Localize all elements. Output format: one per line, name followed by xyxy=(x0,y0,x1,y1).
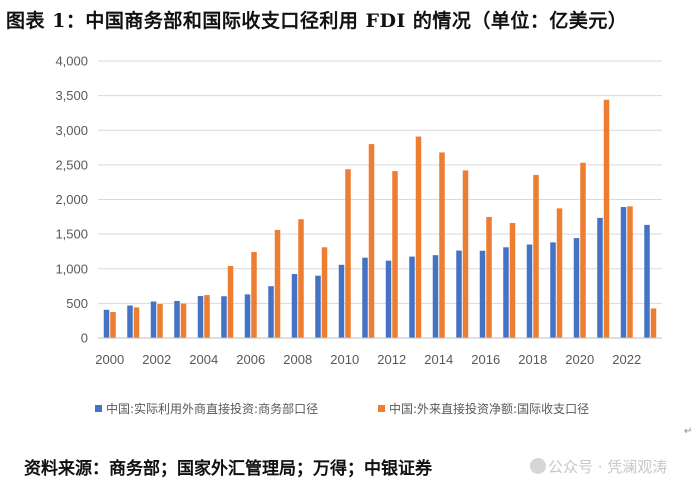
bar-series-2-2012 xyxy=(392,171,398,338)
x-axis-ticks: 2000 2002 2004 2006 2008 2010 2012 2014 2016 2018… xyxy=(95,352,641,367)
bar-series-1-2017 xyxy=(503,247,509,338)
x-tick-label: 2020 xyxy=(565,352,594,367)
bar-series-1-2016 xyxy=(479,250,486,338)
bar-series-2-2006 xyxy=(251,252,257,338)
bar-series-2-2017 xyxy=(509,222,516,338)
bar-series-2-2022 xyxy=(627,206,633,338)
x-tick-label: 2014 xyxy=(424,352,453,367)
y-tick-label: 3,000 xyxy=(55,123,88,138)
y-tick-label: 2,000 xyxy=(55,192,88,207)
bar-series-2-2005 xyxy=(227,265,234,338)
bar-series-1-2002 xyxy=(150,301,157,338)
bar-series-1-2013 xyxy=(409,256,415,338)
x-tick-label: 2004 xyxy=(189,352,218,367)
bar-series-1-2011 xyxy=(362,257,368,338)
bar-series-1-2004 xyxy=(197,296,204,338)
bar-series-1-2001 xyxy=(127,305,133,338)
grid-lines xyxy=(98,60,662,304)
source-note: 资料来源：商务部；国家外汇管理局；万得；中银证券 xyxy=(24,459,432,479)
bar-series-1-2018 xyxy=(526,244,533,338)
bar-series-2-2020 xyxy=(580,162,586,338)
bar-series-1-2021 xyxy=(597,217,603,338)
x-tick-label: 2022 xyxy=(612,352,641,367)
bar-series-2-2004 xyxy=(204,295,210,338)
wechat-icon xyxy=(530,458,546,474)
bar-series-1-2006 xyxy=(244,294,251,338)
bar-series-1-2023 xyxy=(644,224,650,338)
y-tick-label: 500 xyxy=(66,296,88,311)
bars xyxy=(103,99,657,338)
bar-series-2-2000 xyxy=(110,312,116,338)
bar-series-1-2003 xyxy=(174,300,180,338)
bar-series-2-2009 xyxy=(321,247,328,338)
bar-series-1-2022 xyxy=(620,207,627,338)
legend-label-series-2: 中国:外来直接投资净额:国际收支口径 xyxy=(389,401,589,416)
bar-series-2-2007 xyxy=(274,229,281,338)
y-tick-label: 2,500 xyxy=(55,157,88,172)
bar-series-2-2018 xyxy=(533,174,539,338)
bar-series-1-2012 xyxy=(385,260,392,338)
bar-series-1-2000 xyxy=(103,309,110,338)
bar-series-2-2001 xyxy=(133,307,140,338)
x-tick-label: 2012 xyxy=(377,352,406,367)
bar-series-1-2005 xyxy=(221,296,227,338)
bar-series-1-2008 xyxy=(291,274,298,338)
bar-series-1-2019 xyxy=(550,242,556,338)
bar-series-2-2008 xyxy=(298,219,304,338)
bar-series-1-2007 xyxy=(268,286,274,338)
y-tick-label: 1,500 xyxy=(55,227,88,242)
legend: 中国:实际利用外商直接投资:商务部口径 中国:外来直接投资净额:国际收支口径 xyxy=(95,401,589,416)
bar-series-1-2010 xyxy=(338,264,345,338)
bar-series-1-2015 xyxy=(456,250,462,338)
legend-swatch-series-1 xyxy=(95,405,102,412)
bar-series-2-2023 xyxy=(650,308,657,338)
y-tick-label: 4,000 xyxy=(55,54,88,69)
y-axis-ticks: 0 500 1,000 1,500 2,000 2,500 3,000 3,500 4,000 xyxy=(55,54,88,346)
bar-series-2-2013 xyxy=(415,136,422,338)
x-tick-label: 2016 xyxy=(471,352,500,367)
bar-series-2-2014 xyxy=(439,152,445,338)
paragraph-mark: ↵ xyxy=(684,426,693,437)
chart-title: 图表 1：中国商务部和国际收支口径利用 FDI 的情况（单位：亿美元） xyxy=(6,10,628,32)
watermark: 公众号 · 凭澜观涛 xyxy=(530,456,667,477)
bar-chart: 05001,0001,5002,0002,5003,0003,5004,000 … xyxy=(55,54,662,416)
x-tick-label: 2000 xyxy=(95,352,124,367)
y-tick-label: 3,500 xyxy=(55,88,88,103)
x-tick-label: 2002 xyxy=(142,352,171,367)
legend-label-series-1: 中国:实际利用外商直接投资:商务部口径 xyxy=(106,401,318,416)
bar-series-2-2015 xyxy=(462,170,469,338)
y-tick-label: 1,000 xyxy=(55,261,88,276)
legend-swatch-series-2 xyxy=(378,405,385,412)
bar-series-1-2009 xyxy=(315,275,321,338)
bar-series-1-2014 xyxy=(432,255,439,338)
x-tick-label: 2010 xyxy=(330,352,359,367)
bar-series-2-2011 xyxy=(368,144,375,338)
bar-series-2-2003 xyxy=(180,303,187,338)
bar-series-2-2019 xyxy=(556,208,563,338)
watermark-text: 公众号 · 凭澜观涛 xyxy=(548,458,668,476)
bar-series-2-2021 xyxy=(603,99,610,338)
x-tick-label: 2008 xyxy=(283,352,312,367)
bar-series-2-2002 xyxy=(157,303,163,338)
y-tick-label: 0 xyxy=(81,331,88,346)
x-tick-label: 2018 xyxy=(518,352,547,367)
x-tick-label: 2006 xyxy=(236,352,265,367)
bar-series-2-2010 xyxy=(345,169,351,338)
bar-series-2-2016 xyxy=(486,216,492,338)
bar-series-1-2020 xyxy=(573,238,580,338)
